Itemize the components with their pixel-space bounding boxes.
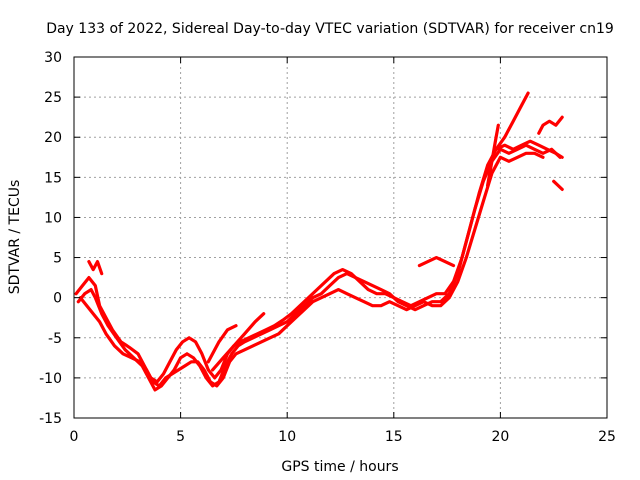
series-spike-21h xyxy=(494,91,530,151)
x-tick-label: 10 xyxy=(278,429,296,445)
chart-title: Day 133 of 2022, Sidereal Day-to-day VTE… xyxy=(46,21,614,37)
grid-lines xyxy=(74,57,607,418)
series-hump-17h xyxy=(417,256,456,268)
series-track-b xyxy=(76,143,562,392)
series-track-c xyxy=(78,151,545,388)
y-tick-label: 5 xyxy=(53,251,62,267)
y-tick-label: 30 xyxy=(44,50,62,66)
series-upslope-b xyxy=(206,324,238,364)
series-tail-23h xyxy=(552,179,564,191)
x-tick-label: 20 xyxy=(491,429,509,445)
axis-tick-labels: 0 5 10 15 20 25 -15 -10 -5 0 5 10 15 20 25 30 xyxy=(39,50,616,445)
y-tick-label: 25 xyxy=(44,90,62,106)
series-early-spike xyxy=(87,260,104,276)
y-tick-label: 15 xyxy=(44,170,62,186)
y-tick-label: -5 xyxy=(48,331,62,347)
y-tick-label: -10 xyxy=(39,371,62,387)
series-upslope-a xyxy=(211,312,266,372)
x-tick-label: 0 xyxy=(70,429,79,445)
y-tick-label: 0 xyxy=(53,291,62,307)
x-axis-label: GPS time / hours xyxy=(281,459,398,475)
series-spike-22h xyxy=(537,115,564,135)
x-tick-label: 25 xyxy=(598,429,616,445)
x-tick-label: 5 xyxy=(176,429,185,445)
y-tick-label: 20 xyxy=(44,130,62,146)
plot-frame xyxy=(73,56,608,419)
plot-series xyxy=(74,91,564,392)
series-steep-20h xyxy=(486,123,500,187)
y-tick-label: -15 xyxy=(39,411,62,427)
y-tick-label: 10 xyxy=(44,210,62,226)
x-tick-label: 15 xyxy=(385,429,403,445)
axis-ticks xyxy=(73,56,608,419)
y-axis-label: SDTVAR / TECUs xyxy=(7,180,23,295)
